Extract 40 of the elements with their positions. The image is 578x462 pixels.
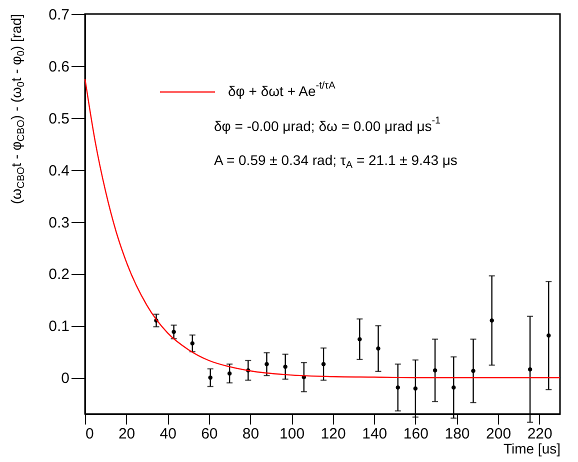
x-tick-label: 140: [362, 426, 388, 442]
point: [227, 371, 232, 376]
point: [264, 362, 269, 366]
y-tick-label: 0: [61, 370, 70, 388]
x-tick-label: 0: [86, 426, 94, 442]
point: [283, 364, 288, 369]
x-tick-label: 220: [527, 426, 552, 442]
point: [321, 362, 326, 366]
point: [396, 385, 400, 390]
x-tick-label: 200: [486, 426, 512, 442]
point: [432, 368, 438, 372]
point: [172, 330, 176, 334]
y-tick-label: 0.4: [48, 162, 70, 180]
y-tick-label: 0.1: [48, 318, 70, 336]
y-tick-label: 0.3: [48, 214, 70, 232]
x-tick-label: 40: [160, 426, 176, 442]
x-tick-label: 180: [444, 426, 470, 442]
point: [358, 337, 362, 342]
text: (ωCBOt - φCBO) - (ω0t - φ0) [rad]: [8, 14, 28, 204]
y-tick-label: 0.6: [48, 58, 70, 76]
point: [471, 368, 476, 373]
point: [490, 318, 494, 323]
x-tick-label: 120: [320, 426, 346, 442]
x-tick-label: 60: [201, 426, 218, 442]
point: [546, 333, 551, 338]
y-tick-label: 0.7: [48, 6, 70, 24]
x-tick-label: 20: [118, 426, 136, 442]
line-series: [84, 78, 561, 378]
point: [190, 341, 195, 346]
x-tick-label: 80: [242, 426, 260, 442]
y-tick-label: 0.2: [48, 266, 70, 284]
point: [452, 385, 456, 390]
y-tick-label: 0.5: [48, 110, 70, 128]
point: [413, 386, 418, 391]
x-axis-title: Time [us]: [503, 440, 560, 456]
point: [208, 376, 212, 380]
point: [528, 367, 532, 372]
point: [376, 346, 380, 351]
x-tick-label: 100: [280, 426, 305, 442]
x-tick-label: 160: [403, 426, 428, 442]
